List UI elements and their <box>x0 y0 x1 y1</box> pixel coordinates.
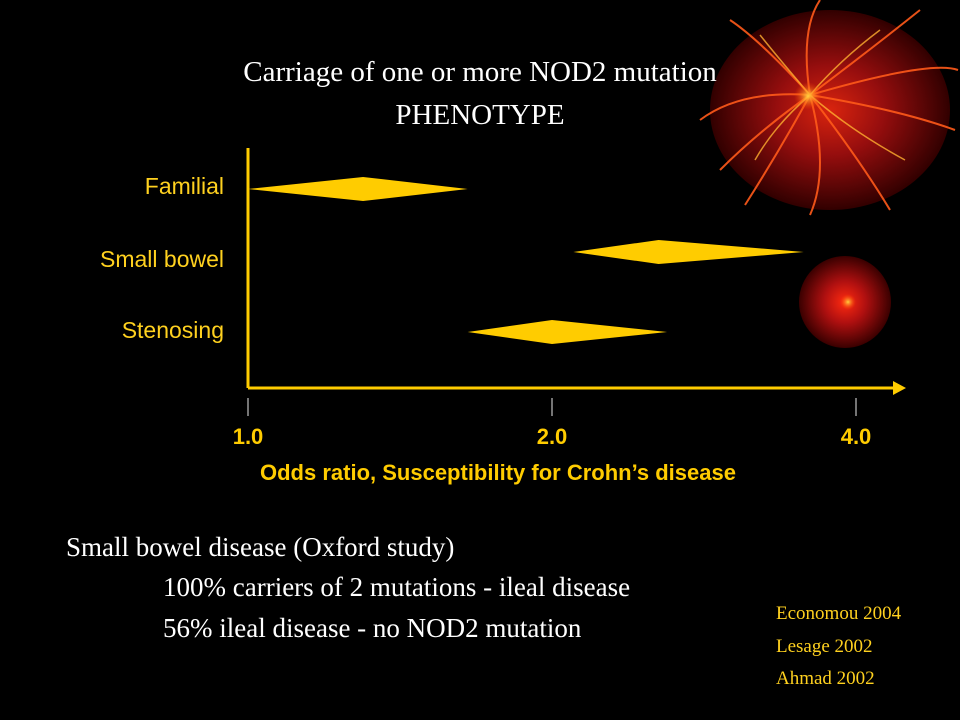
estimate-diamond-stenosing <box>468 320 667 344</box>
x-tick-label: 2.0 <box>537 424 568 450</box>
estimate-diamond-familial <box>248 177 468 201</box>
note-heading: Small bowel disease (Oxford study) <box>66 532 454 563</box>
category-label-small-bowel: Small bowel <box>100 246 224 273</box>
note-line: 100% carriers of 2 mutations - ileal dis… <box>163 572 630 603</box>
x-tick-label: 1.0 <box>233 424 264 450</box>
note-line: 56% ileal disease - no NOD2 mutation <box>163 613 581 644</box>
x-axis-arrowhead <box>893 381 906 395</box>
category-label-familial: Familial <box>145 173 224 200</box>
reference-citation: Lesage 2002 <box>776 636 873 658</box>
x-axis-label: Odds ratio, Susceptibility for Crohn’s d… <box>260 460 736 486</box>
estimate-diamond-small-bowel <box>573 240 803 264</box>
x-tick-label: 4.0 <box>841 424 872 450</box>
reference-citation: Ahmad 2002 <box>776 668 875 690</box>
category-label-stenosing: Stenosing <box>122 317 224 344</box>
reference-citation: Economou 2004 <box>776 603 901 625</box>
